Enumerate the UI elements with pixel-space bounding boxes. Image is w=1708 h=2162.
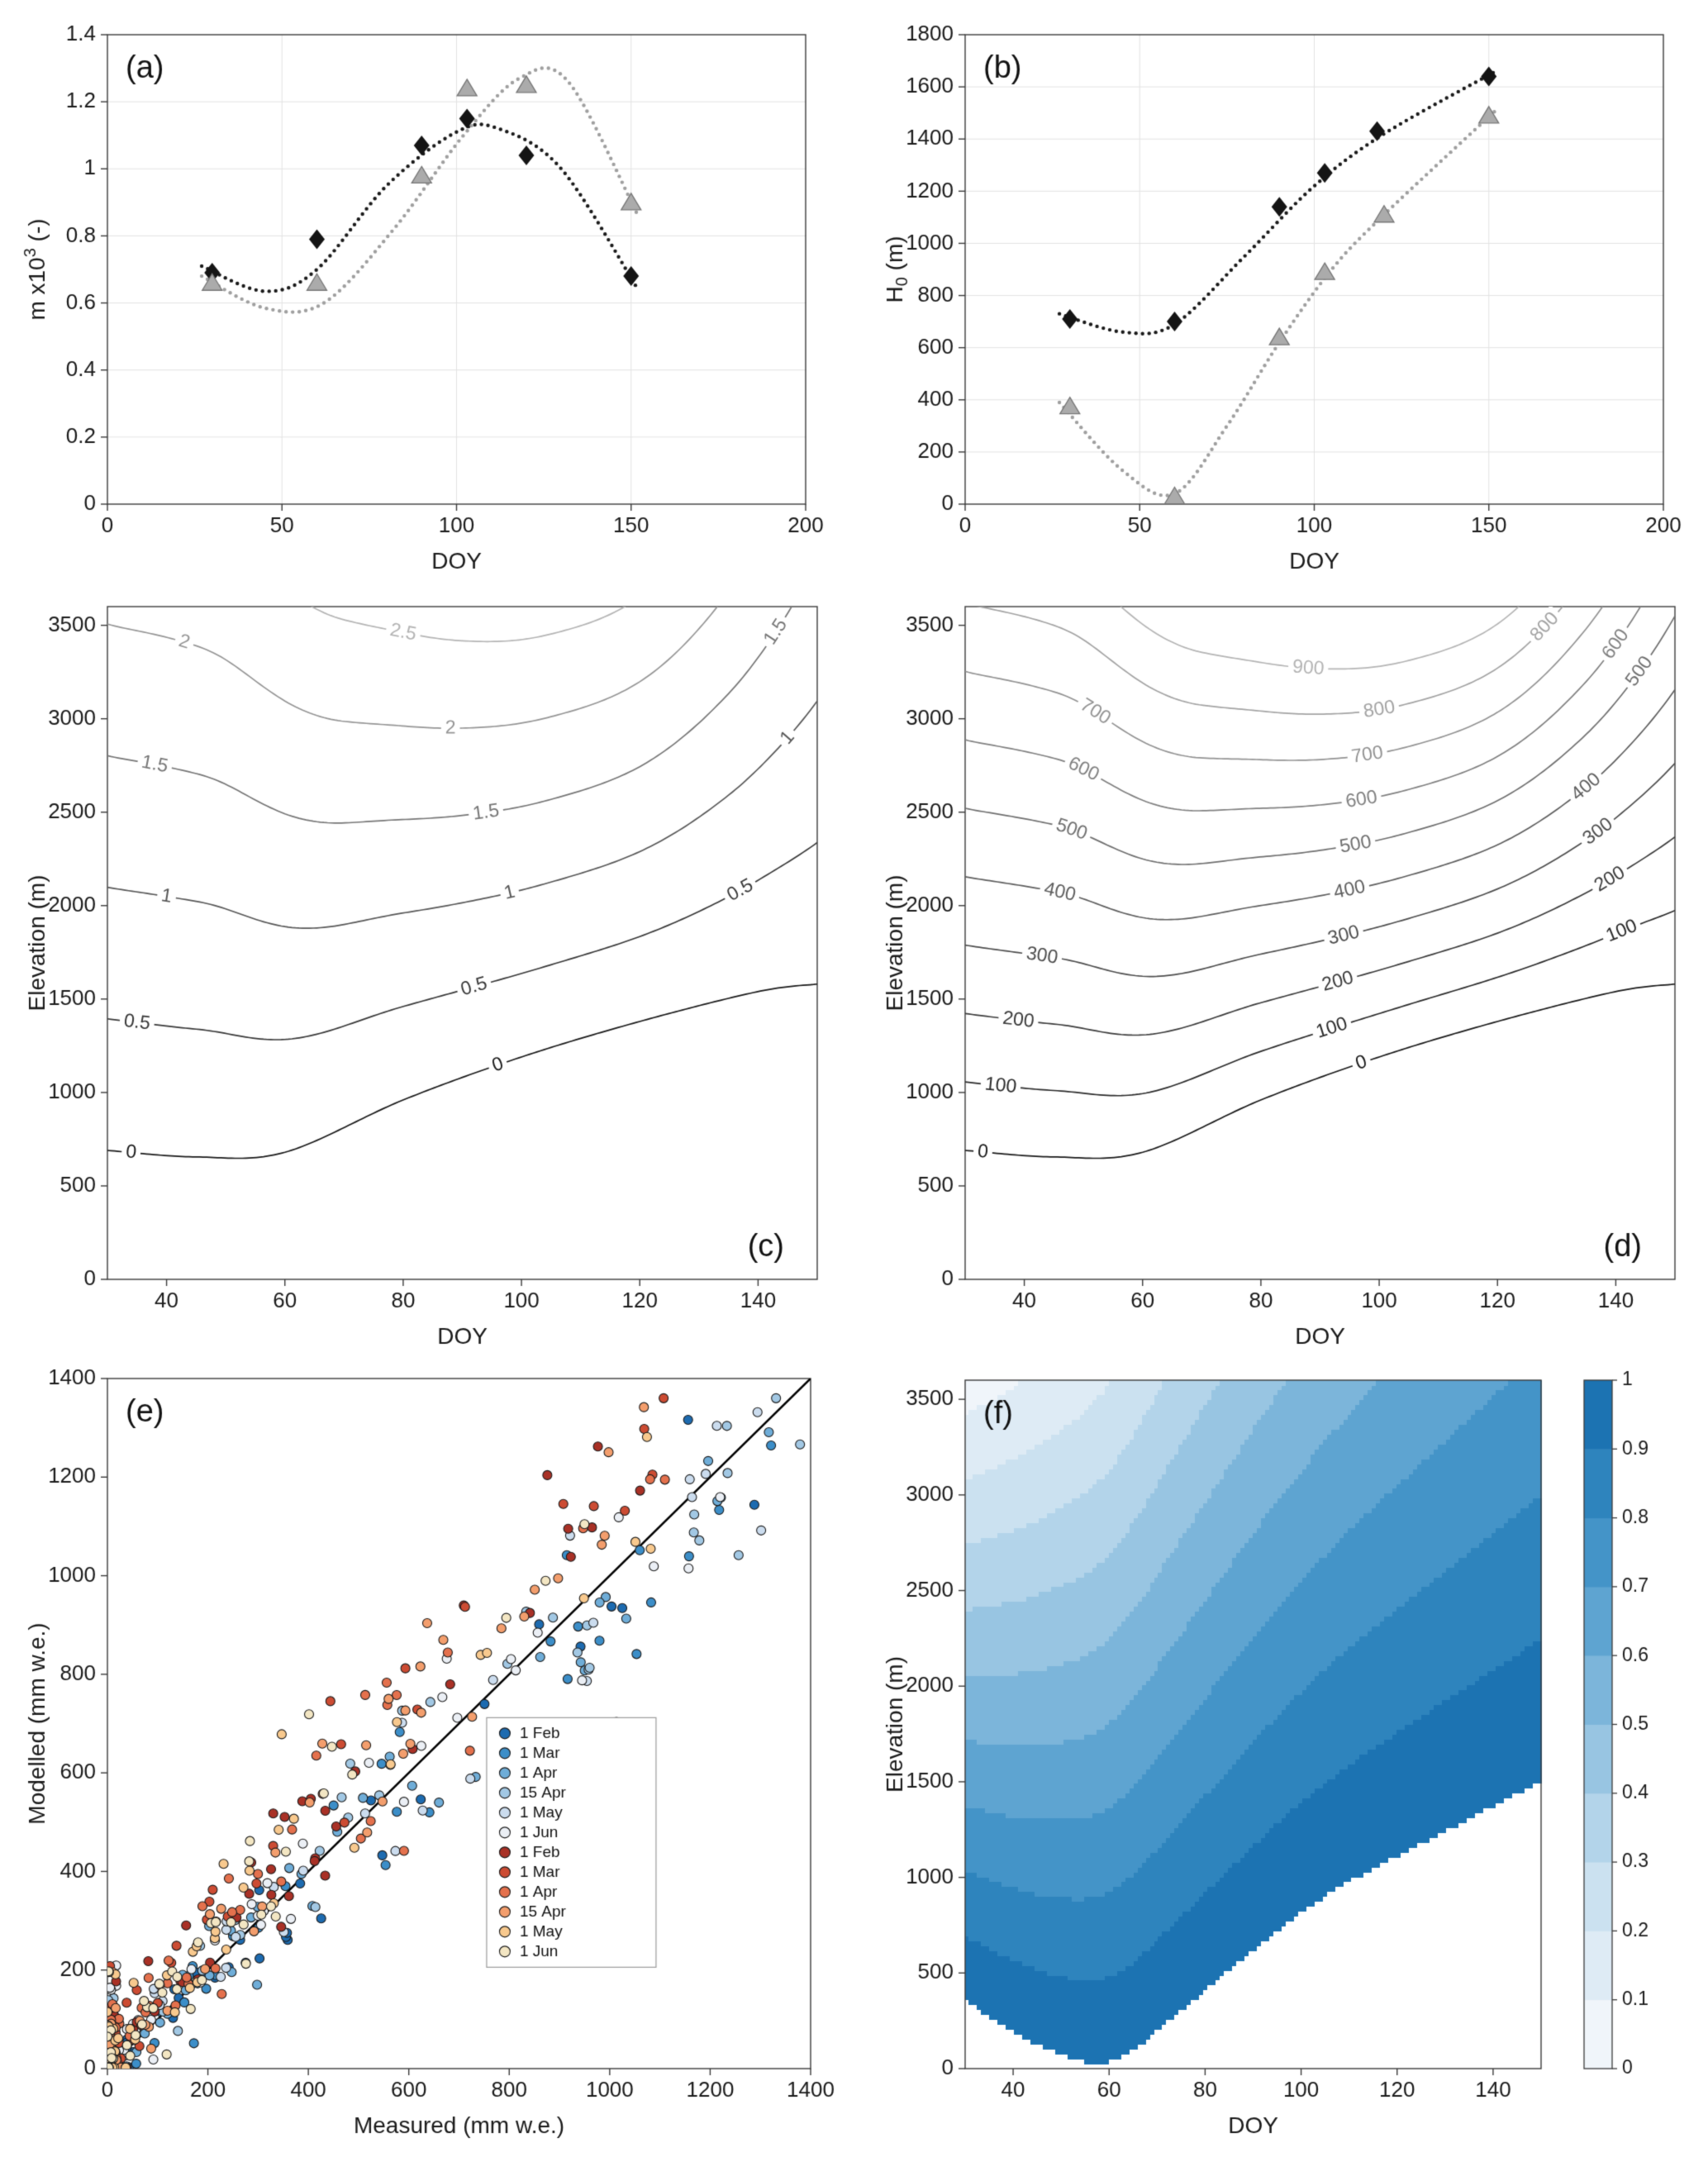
- panel-e-chart: [10, 1362, 840, 2147]
- panel-d: [868, 587, 1698, 1355]
- panel-b: [868, 10, 1698, 580]
- panel-d-chart: [868, 587, 1698, 1355]
- panel-b-chart: [868, 10, 1698, 580]
- panel-e: [10, 1362, 840, 2147]
- panel-a-chart: [10, 10, 840, 580]
- panel-a: [10, 10, 840, 580]
- panel-f-chart: [868, 1362, 1698, 2147]
- panel-c-chart: [10, 587, 840, 1355]
- panel-c: [10, 587, 840, 1355]
- panel-f: [868, 1362, 1698, 2147]
